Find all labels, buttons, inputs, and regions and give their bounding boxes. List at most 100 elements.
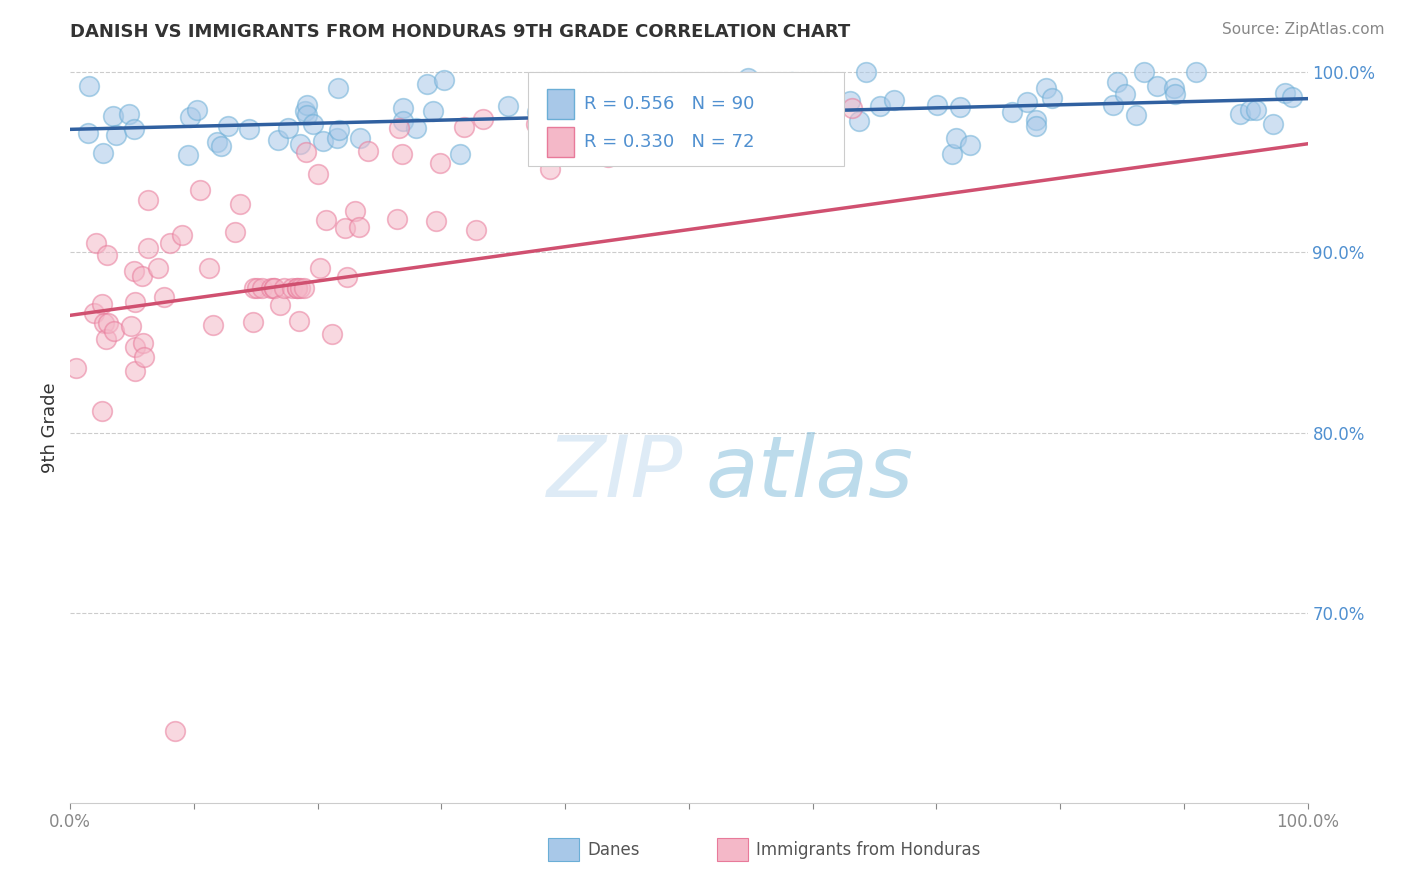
Point [302, 117, 325, 131]
Point [1274, 87, 1296, 101]
Point [288, 314, 311, 328]
Point [134, 350, 156, 364]
Point [613, 116, 636, 130]
Point [273, 281, 295, 295]
Point [228, 196, 250, 211]
Point [422, 103, 444, 118]
Point [179, 111, 201, 125]
Point [711, 103, 734, 118]
Point [675, 113, 697, 128]
Point [1239, 103, 1261, 117]
Point [1281, 90, 1303, 104]
Point [433, 72, 456, 87]
Point [281, 281, 304, 295]
Point [1101, 98, 1123, 112]
Point [294, 103, 316, 118]
Point [165, 723, 187, 738]
Point [96, 247, 118, 261]
Point [558, 95, 581, 110]
Point [246, 281, 269, 295]
Point [333, 221, 356, 235]
Point [450, 147, 472, 161]
Point [243, 281, 266, 295]
Point [297, 108, 319, 122]
Point [205, 135, 228, 149]
Point [90, 297, 112, 311]
Point [224, 225, 246, 239]
Point [294, 281, 316, 295]
Text: R = 0.556   N = 90: R = 0.556 N = 90 [583, 95, 754, 113]
Point [263, 281, 285, 295]
Point [124, 264, 146, 278]
Point [148, 260, 170, 275]
Text: DANISH VS IMMIGRANTS FROM HONDURAS 9TH GRADE CORRELATION CHART: DANISH VS IMMIGRANTS FROM HONDURAS 9TH G… [70, 23, 851, 41]
Text: ZIP: ZIP [547, 432, 683, 515]
Point [464, 222, 486, 236]
Point [202, 318, 225, 333]
Point [1146, 78, 1168, 93]
Point [136, 241, 159, 255]
Point [391, 146, 413, 161]
Point [198, 260, 221, 275]
Point [612, 107, 634, 121]
Point [294, 145, 316, 160]
Point [250, 281, 273, 295]
Point [1164, 87, 1187, 101]
Point [124, 295, 146, 310]
Point [655, 89, 678, 103]
Text: Danes: Danes [588, 841, 640, 859]
Point [1035, 81, 1057, 95]
Point [336, 270, 359, 285]
Text: Immigrants from Honduras: Immigrants from Honduras [756, 841, 981, 859]
Point [723, 82, 745, 96]
Point [326, 80, 349, 95]
Point [288, 136, 311, 151]
Bar [547, 127, 574, 157]
Point [321, 326, 343, 341]
Point [1025, 119, 1047, 133]
Point [131, 269, 153, 284]
Point [77, 79, 100, 94]
Point [723, 136, 745, 150]
Point [103, 324, 125, 338]
Point [96, 332, 118, 346]
Point [524, 117, 547, 131]
Point [869, 99, 891, 113]
Point [309, 261, 332, 276]
Point [388, 121, 411, 136]
Point [728, 101, 751, 115]
Point [159, 235, 181, 250]
Point [285, 281, 308, 295]
Point [91, 145, 114, 160]
Point [392, 113, 415, 128]
Point [711, 81, 734, 95]
Point [565, 103, 588, 118]
Point [1107, 75, 1129, 89]
Point [132, 336, 155, 351]
Point [136, 193, 159, 207]
Bar [547, 89, 574, 120]
Point [260, 281, 283, 295]
Point [311, 134, 333, 148]
Point [664, 101, 686, 115]
Point [307, 167, 329, 181]
Point [697, 80, 720, 95]
Point [526, 105, 548, 120]
Point [328, 123, 350, 137]
Point [347, 219, 370, 234]
Point [405, 121, 427, 136]
Point [242, 315, 264, 329]
Point [277, 120, 299, 135]
Point [945, 131, 967, 145]
Point [1025, 113, 1047, 128]
Point [848, 114, 870, 128]
Point [643, 105, 665, 120]
Point [603, 122, 626, 136]
Point [391, 101, 413, 115]
Point [285, 281, 308, 295]
Point [1132, 64, 1154, 78]
Point [153, 290, 176, 304]
Point [1125, 108, 1147, 122]
Point [838, 94, 860, 108]
Point [288, 281, 311, 295]
